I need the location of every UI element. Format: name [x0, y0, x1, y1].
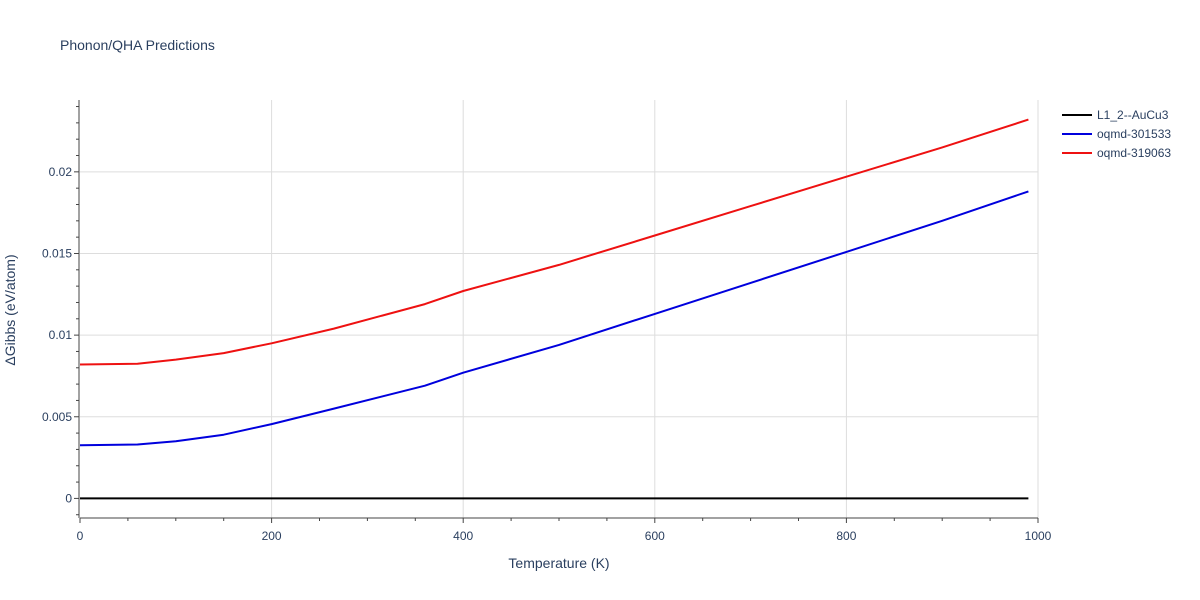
- legend-item[interactable]: oqmd-301533: [1062, 127, 1171, 141]
- series-line-oqmd-319063: [79, 118, 1029, 366]
- y-tick-label: 0.015: [42, 246, 72, 260]
- axes: 0 200 400 600 800 1000 0 0.005 0.01 0.015 0.02: [42, 100, 1052, 543]
- x-tick-label: 600: [645, 529, 665, 543]
- x-tick-label: 400: [453, 529, 473, 543]
- series-line-oqmd-301533: [79, 190, 1029, 447]
- x-tick-label: 1000: [1025, 529, 1052, 543]
- legend-label: L1_2--AuCu3: [1097, 108, 1169, 122]
- grid-lines: [80, 100, 1039, 518]
- x-tick-label: 0: [77, 529, 84, 543]
- x-axis-title: Temperature (K): [508, 555, 609, 571]
- y-tick-label: 0.01: [49, 328, 73, 342]
- chart-title: Phonon/QHA Predictions: [60, 37, 215, 53]
- y-tick-label: 0: [65, 491, 72, 505]
- legend-item[interactable]: oqmd-319063: [1062, 146, 1171, 160]
- x-tick-label: 800: [836, 529, 856, 543]
- legend-item[interactable]: L1_2--AuCu3: [1062, 108, 1169, 122]
- y-tick-label: 0.005: [42, 410, 72, 424]
- legend-label: oqmd-319063: [1097, 146, 1171, 160]
- legend-label: oqmd-301533: [1097, 127, 1171, 141]
- y-tick-label: 0.02: [49, 165, 73, 179]
- legend: L1_2--AuCu3 oqmd-301533 oqmd-319063: [1062, 108, 1171, 160]
- y-axis-title: ΔGibbs (eV/atom): [2, 254, 18, 365]
- x-tick-label: 200: [262, 529, 282, 543]
- plot-area: [79, 118, 1029, 500]
